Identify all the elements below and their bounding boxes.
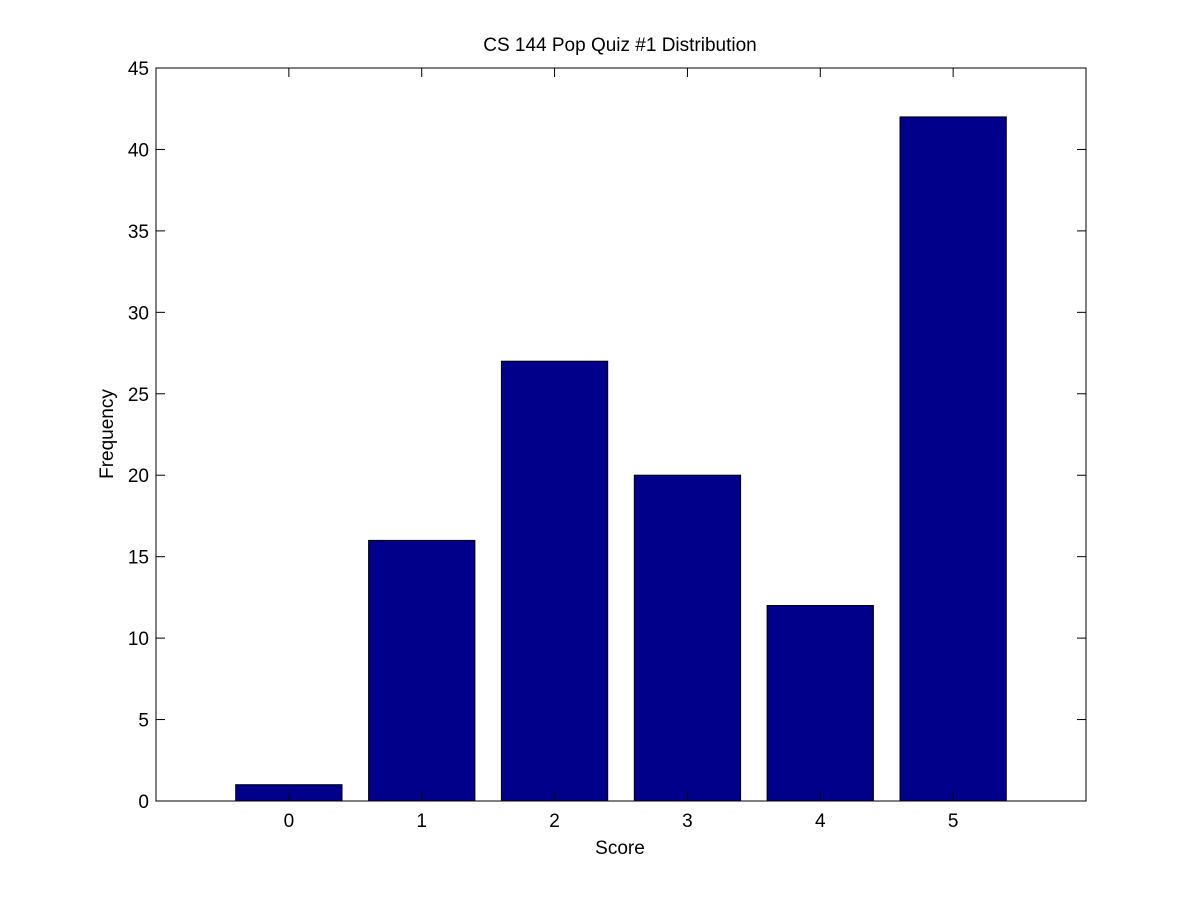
y-tick-label: 0 <box>138 792 149 813</box>
y-tick-labels: 0 5 10 15 20 25 30 35 40 45 <box>128 59 149 813</box>
y-tick-label: 40 <box>128 140 149 161</box>
x-tick-label: 4 <box>815 811 826 832</box>
y-tick-label: 25 <box>128 385 149 406</box>
x-tick-label: 0 <box>284 811 295 832</box>
bar-score-2 <box>500 360 609 802</box>
x-tick-label: 1 <box>416 811 427 832</box>
y-tick-label: 10 <box>128 629 149 650</box>
y-tick-label: 35 <box>128 222 149 243</box>
y-tick-label: 5 <box>138 711 149 732</box>
axes-frame <box>155 67 1087 802</box>
x-axis-label: Score <box>595 838 645 859</box>
x-tick-labels: 0 1 2 3 4 5 <box>284 811 959 832</box>
bar-score-3 <box>633 474 742 802</box>
x-tick-label: 5 <box>948 811 959 832</box>
tick-marks-group <box>156 67 1086 802</box>
y-axis-label: Frequency <box>97 389 118 479</box>
y-tick-label: 20 <box>128 466 149 487</box>
bars-group <box>235 116 1007 802</box>
y-tick-label: 45 <box>128 59 149 80</box>
bar-score-1 <box>368 539 476 802</box>
y-tick-label: 15 <box>128 548 149 569</box>
chart-title: CS 144 Pop Quiz #1 Distribution <box>483 35 757 56</box>
y-tick-label: 30 <box>128 303 149 324</box>
x-tick-label: 2 <box>549 811 560 832</box>
x-tick-label: 3 <box>682 811 693 832</box>
bar-score-5 <box>899 116 1007 802</box>
bar-score-4 <box>766 605 874 802</box>
